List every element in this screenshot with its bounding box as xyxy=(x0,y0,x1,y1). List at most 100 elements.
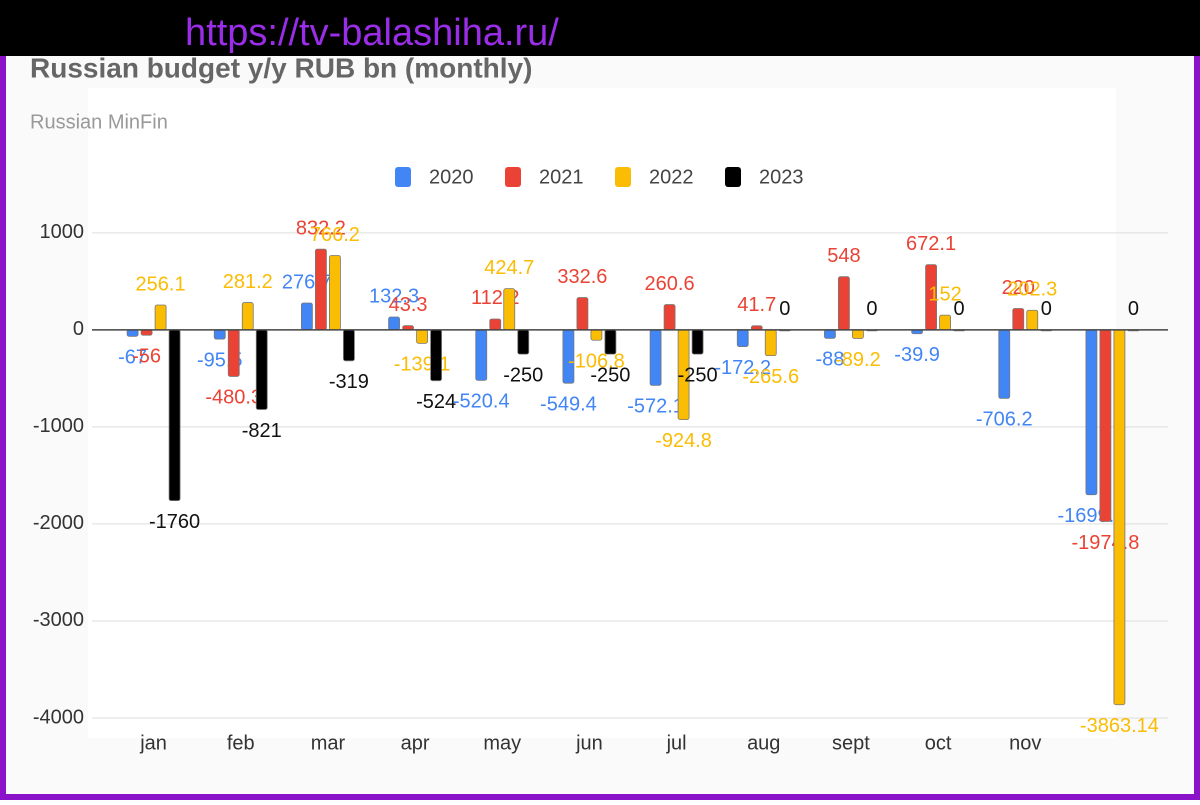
bar xyxy=(489,318,502,331)
bar xyxy=(1012,308,1025,331)
legend-label: 2023 xyxy=(759,166,804,188)
data-label: -572.1 xyxy=(627,396,684,418)
x-tick-label: oct xyxy=(925,732,952,754)
data-label: 220 xyxy=(1002,277,1035,299)
data-label: -549.4 xyxy=(540,393,597,415)
bar xyxy=(852,329,864,339)
data-label: 832.2 xyxy=(296,217,346,239)
y-tick-label: -1000 xyxy=(33,415,84,437)
legend-label: 2021 xyxy=(539,166,584,188)
bar xyxy=(576,297,589,331)
legend-swatch xyxy=(505,167,521,187)
plot-background xyxy=(88,88,1116,738)
bar xyxy=(503,288,516,331)
bar xyxy=(517,329,530,355)
bar xyxy=(998,329,1011,399)
data-label: -924.8 xyxy=(655,430,712,452)
bar xyxy=(140,329,153,336)
legend-swatch xyxy=(395,167,411,187)
bar xyxy=(764,329,777,357)
data-label: 0 xyxy=(954,298,965,320)
y-tick-label: -2000 xyxy=(33,512,84,534)
legend-label: 2022 xyxy=(649,166,694,188)
bar xyxy=(329,255,341,331)
bar xyxy=(168,329,181,502)
data-label: -706.2 xyxy=(976,409,1033,431)
x-tick-label: jun xyxy=(575,732,603,754)
data-label: 766.2 xyxy=(310,224,360,246)
legend-label: 2020 xyxy=(429,166,474,188)
data-label: -88 xyxy=(815,349,844,371)
x-tick-label: nov xyxy=(1009,732,1041,754)
data-label: -1760 xyxy=(149,511,200,533)
bar xyxy=(604,329,617,355)
data-label: -56 xyxy=(132,346,161,368)
data-label: -250 xyxy=(590,364,630,386)
bar xyxy=(838,276,850,331)
bar xyxy=(388,316,400,331)
y-tick-label: -3000 xyxy=(33,609,84,631)
data-label: -3863.14 xyxy=(1080,715,1159,737)
x-tick-label: jul xyxy=(666,732,687,754)
bar xyxy=(416,329,428,344)
data-label: 0 xyxy=(1041,298,1052,320)
data-label: -250 xyxy=(503,364,543,386)
data-label: 548 xyxy=(827,245,860,267)
data-label: -524 xyxy=(416,391,456,413)
data-label: -39.9 xyxy=(894,344,940,366)
chart-title: Russian budget y/y RUB bn (monthly) xyxy=(30,52,532,83)
bar xyxy=(255,329,268,410)
bar xyxy=(824,329,836,339)
bar xyxy=(343,329,355,362)
bar xyxy=(649,329,662,386)
data-label: -520.4 xyxy=(453,391,510,413)
y-tick-label: -4000 xyxy=(33,706,84,728)
bar xyxy=(315,248,327,331)
data-label: 41.7 xyxy=(737,294,776,316)
data-label: 281.2 xyxy=(223,271,273,293)
bar xyxy=(154,304,167,331)
x-tick-label: sept xyxy=(832,732,870,754)
x-tick-label: may xyxy=(483,732,521,754)
data-label: 43.3 xyxy=(389,294,428,316)
y-tick-label: 0 xyxy=(73,318,84,340)
data-label: -319 xyxy=(329,371,369,393)
bar xyxy=(691,329,704,355)
bar xyxy=(227,329,240,377)
legend-swatch xyxy=(615,167,631,187)
bar xyxy=(663,304,676,331)
bar xyxy=(1085,329,1098,496)
data-label: -1974.8 xyxy=(1071,532,1139,554)
data-label: -106.8 xyxy=(568,350,625,372)
data-label: 0 xyxy=(1128,298,1139,320)
data-label: -250 xyxy=(678,364,718,386)
data-label: -67 xyxy=(118,347,147,369)
data-label: 132.3 xyxy=(369,285,419,307)
watermark-bar xyxy=(0,0,1200,56)
bar xyxy=(213,329,226,340)
data-label: -172.2 xyxy=(714,357,771,379)
data-label: 0 xyxy=(866,298,877,320)
x-tick-label: feb xyxy=(227,732,255,754)
data-label: -89.2 xyxy=(835,349,881,371)
bar xyxy=(590,329,603,341)
bar xyxy=(1026,309,1039,331)
bar xyxy=(475,329,488,381)
x-tick-label: aug xyxy=(747,732,780,754)
bar xyxy=(939,314,951,331)
data-label: -821 xyxy=(242,420,282,442)
bar xyxy=(736,329,749,347)
data-label: 424.7 xyxy=(484,257,534,279)
bar xyxy=(301,302,313,331)
data-label: 672.1 xyxy=(906,233,956,255)
y-tick-label: 1000 xyxy=(40,221,85,243)
x-tick-label: jan xyxy=(139,732,167,754)
x-tick-label: mar xyxy=(311,732,346,754)
data-label: 260.6 xyxy=(645,273,695,295)
data-label: 202.3 xyxy=(1007,279,1057,301)
legend-swatch xyxy=(725,167,741,187)
bar xyxy=(1099,329,1112,522)
data-label: 256.1 xyxy=(136,273,186,295)
